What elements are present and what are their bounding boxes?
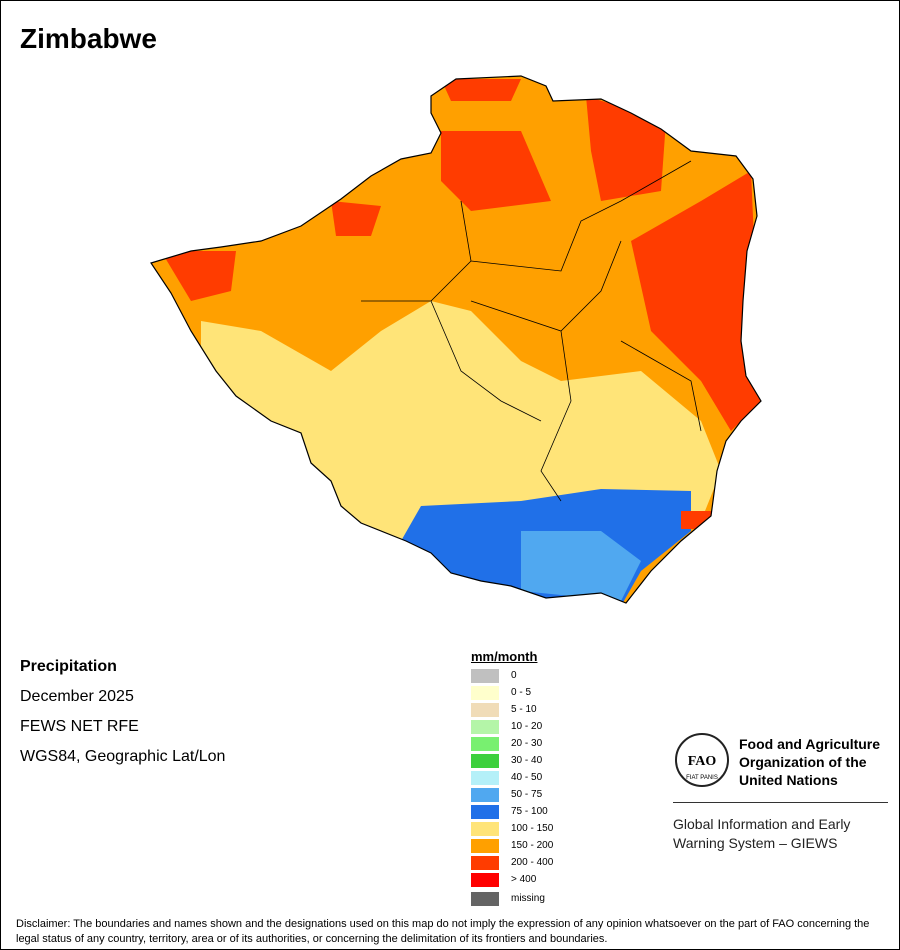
legend-label: 40 - 50 [511, 771, 543, 783]
region-200-400-northeast [586, 96, 666, 201]
legend-label: 0 [511, 669, 517, 681]
legend-label: 75 - 100 [511, 805, 548, 817]
legend-item-missing: missing [471, 890, 553, 907]
legend-item: 0 - 5 [471, 684, 553, 701]
admin-boundaries [361, 160, 702, 502]
fao-branding: FAO FIAT PANIS Food and Agriculture Organ… [673, 731, 888, 851]
legend-label: 0 - 5 [511, 686, 532, 698]
legend-swatch [471, 668, 499, 683]
legend-title: mm/month [471, 649, 538, 664]
region-200-400-east [631, 171, 761, 431]
period-label: December 2025 [20, 688, 134, 705]
region-200-400-north [441, 131, 551, 211]
source-label: FEWS NET RFE [20, 718, 139, 735]
legend-label: 150 - 200 [511, 839, 554, 851]
legend-label: 20 - 30 [511, 737, 543, 749]
legend-item: 150 - 200 [471, 837, 553, 854]
map-title: Zimbabwe [20, 23, 157, 54]
region-200-400-nw [331, 201, 381, 236]
region-200-400-west [161, 251, 236, 301]
legend-item: 20 - 30 [471, 735, 553, 752]
legend-item: 75 - 100 [471, 803, 553, 820]
legend-item: 40 - 50 [471, 769, 553, 786]
region-200-400-top [441, 79, 521, 101]
legend-label: > 400 [511, 873, 537, 885]
legend-label: 200 - 400 [511, 856, 554, 868]
legend-swatch [471, 753, 499, 768]
legend-swatch [471, 770, 499, 785]
legend-label: 10 - 20 [511, 720, 543, 732]
projection-label: WGS84, Geographic Lat/Lon [20, 748, 226, 765]
legend-swatch [471, 838, 499, 853]
legend-item: 10 - 20 [471, 718, 553, 735]
legend-item: 0 [471, 667, 553, 684]
fao-name: Food and Agriculture Organization of the… [739, 736, 881, 788]
giews-name: Global Information and Early Warning Sys… [673, 816, 851, 851]
legend-swatch [471, 719, 499, 734]
region-50-75 [521, 531, 641, 601]
disclaimer: Disclaimer: The boundaries and names sho… [16, 918, 870, 945]
legend-swatch [471, 787, 499, 802]
legend-label: 100 - 150 [511, 822, 554, 834]
svg-text:FAO: FAO [688, 754, 717, 769]
legend-swatch [471, 702, 499, 717]
legend-swatch [471, 736, 499, 751]
legend-item: 200 - 400 [471, 854, 553, 871]
legend-item: > 400 [471, 871, 553, 888]
legend-item: 5 - 10 [471, 701, 553, 718]
legend-swatch [471, 685, 499, 700]
legend-swatch [471, 891, 499, 906]
legend-swatch [471, 872, 499, 887]
legend: mm/month 0 0 - 5 5 - 10 10 - 20 20 - 30 30 - … [471, 649, 553, 907]
legend-item: 50 - 75 [471, 786, 553, 803]
legend-item: 100 - 150 [471, 820, 553, 837]
precipitation-map [150, 75, 762, 604]
legend-swatch [471, 804, 499, 819]
fao-logo-icon: FAO FIAT PANIS [675, 733, 729, 787]
divider [673, 802, 888, 803]
svg-text:FIAT PANIS: FIAT PANIS [686, 775, 718, 781]
variable-label: Precipitation [20, 658, 117, 675]
legend-swatch [471, 821, 499, 836]
legend-label: 30 - 40 [511, 754, 543, 766]
legend-label: missing [511, 892, 545, 904]
legend-label: 50 - 75 [511, 788, 543, 800]
legend-label: 5 - 10 [511, 703, 537, 715]
legend-swatch [471, 855, 499, 870]
legend-item: 30 - 40 [471, 752, 553, 769]
